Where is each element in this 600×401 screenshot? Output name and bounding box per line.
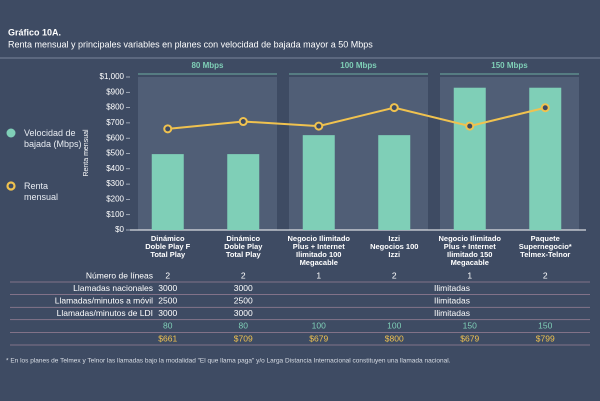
legend-swatch [6, 128, 16, 138]
x-tick-label-line: Paquete [531, 234, 560, 243]
y-tick-label: $1,000 [100, 72, 125, 81]
line-point [389, 103, 399, 113]
legend-label: Velocidad de bajada (Mbps) [24, 128, 82, 149]
table-cell: 3000 [158, 308, 177, 318]
table-cell: 3000 [234, 308, 253, 318]
y-axis-label: Renta mensual [83, 129, 90, 177]
x-tick-label: Dinámico Doble Play Total Play [224, 234, 263, 259]
x-tick-label-line: Plus + Internet [444, 242, 496, 251]
speed-cell: 80 [239, 321, 249, 331]
x-tick-label-line: Doble Play [224, 242, 263, 251]
x-tick-label-line: Izzi [388, 234, 400, 243]
y-tick-label: $900 [106, 87, 124, 96]
row-label: Número de líneas [86, 270, 153, 280]
x-tick-label-line: Dinámico [226, 234, 260, 243]
line-point [540, 103, 550, 113]
table-cell: 2500 [158, 295, 177, 305]
x-tick-label-line: Negocios 100 [370, 242, 418, 251]
row-label: Llamadas/minutos a móvil [55, 295, 153, 305]
y-tick-label: $300 [106, 179, 124, 188]
table-cell: Ilimitadas [434, 308, 470, 318]
speed-cell: 100 [387, 321, 401, 331]
bar [227, 154, 260, 230]
row-label: Llamadas nacionales [73, 283, 153, 293]
speed-cell: 150 [463, 321, 477, 331]
bar [151, 154, 184, 230]
x-tick-label-line: Negocio Ilimitado [287, 234, 350, 243]
y-tick-label: $500 [106, 149, 124, 158]
group-label: 150 Mbps [491, 61, 528, 70]
y-tick-label: $100 [106, 210, 124, 219]
table-cell: 2500 [234, 295, 253, 305]
x-tick-label-line: Plus + Internet [293, 242, 345, 251]
speed-cell: 100 [312, 321, 326, 331]
line-point [465, 121, 475, 131]
price-cell: $799 [536, 333, 555, 343]
chart-subtitle: Renta mensual y principales variables en… [8, 39, 373, 49]
price-cell: $661 [158, 333, 177, 343]
table-cell: 2 [241, 270, 246, 280]
bar [453, 87, 486, 231]
x-tick-label-line: Doble Play F [145, 242, 190, 251]
row-label: Llamadas/minutos de LDI [57, 308, 153, 318]
line-point [163, 124, 173, 134]
y-tick-label: $400 [106, 164, 124, 173]
legend-swatch [6, 181, 16, 191]
table-cell: 2 [165, 270, 170, 280]
y-tick-label: $800 [106, 103, 124, 112]
x-tick-label-line: Megacable [300, 258, 338, 267]
table-cell: 2 [543, 270, 548, 280]
chart-title: Gráfico 10A. [8, 27, 61, 37]
line-point [238, 117, 248, 127]
y-tick-label: $200 [106, 195, 124, 204]
group-label: 80 Mbps [191, 61, 224, 70]
speed-cell: 80 [163, 321, 173, 331]
x-tick-label: Izzi Negocios 100 Izzi [370, 234, 418, 259]
line-point [314, 121, 324, 131]
x-tick-label: Dinámico Doble Play F Total Play [145, 234, 190, 259]
x-tick-label-line: Izzi [388, 250, 400, 259]
x-tick-label-line: Supernegocio* [519, 242, 572, 251]
table-cell: 2 [392, 270, 397, 280]
group-label: 100 Mbps [340, 61, 377, 70]
x-tick-label-line: Megacable [451, 258, 489, 267]
price-cell: $679 [309, 333, 328, 343]
x-tick-label-line: Negocio Ilimitado [438, 234, 501, 243]
price-cell: $709 [234, 333, 253, 343]
y-tick-label: $600 [106, 133, 124, 142]
y-tick-label: $0 [115, 225, 124, 234]
line [167, 106, 546, 130]
x-tick-label: Negocio Ilimitado Plus + Internet Ilimitad… [438, 234, 501, 267]
bar [378, 135, 411, 230]
x-tick-label: Paquete Supernegocio* Telmex-Telnor [519, 234, 572, 259]
x-tick-label-line: Telmex-Telnor [520, 250, 570, 259]
x-tick-label-line: Ilimitado 150 [447, 250, 492, 259]
x-tick-label-line: Dinámico [151, 234, 185, 243]
footnote: * En los planes de Telmex y Telnor las l… [6, 358, 451, 365]
x-tick-label-line: Ilimitado 100 [296, 250, 341, 259]
legend-label: Renta mensual [24, 181, 59, 202]
price-cell: $679 [460, 333, 479, 343]
x-tick-label-line: Total Play [150, 250, 186, 259]
speed-cell: 150 [538, 321, 552, 331]
x-tick-label-line: Total Play [226, 250, 262, 259]
table-cell: Ilimitadas [434, 295, 470, 305]
table-cell: 1 [316, 270, 321, 280]
price-cell: $800 [385, 333, 404, 343]
y-tick-label: $700 [106, 118, 124, 127]
x-tick-label: Negocio Ilimitado Plus + Internet Ilimitad… [287, 234, 350, 267]
table-cell: 3000 [234, 283, 253, 293]
bar [302, 135, 335, 230]
table-cell: 3000 [158, 283, 177, 293]
table-cell: 1 [467, 270, 472, 280]
table-cell: Ilimitadas [434, 283, 470, 293]
